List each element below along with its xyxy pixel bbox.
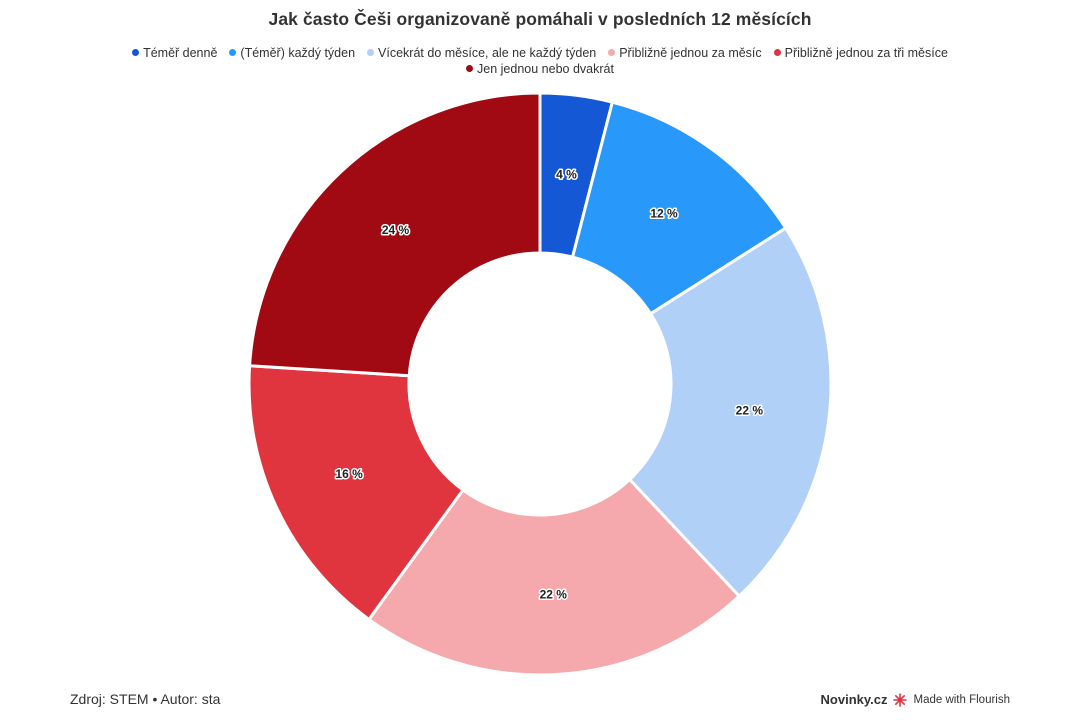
slice-value-label: 22 % <box>736 403 764 417</box>
legend-label: Vícekrát do měsíce, ale ne každý týden <box>378 46 597 60</box>
legend-swatch <box>773 49 781 56</box>
source-credit: Zdroj: STEM • Autor: sta <box>70 691 221 707</box>
slice-value-label: 16 % <box>335 467 363 481</box>
legend-label: Přibližně jednou za měsíc <box>619 46 762 60</box>
donut-slice[interactable] <box>247 364 465 621</box>
chart-title: Jak často Češi organizovaně pomáhali v p… <box>268 9 812 29</box>
legend-swatch <box>367 49 375 56</box>
legend-swatch <box>608 49 616 56</box>
slice-value-label: 22 % <box>540 588 568 602</box>
legend-item[interactable]: Přibližně jednou za tři měsíce <box>773 45 948 61</box>
legend-label: Jen jednou nebo dvakrát <box>477 62 614 76</box>
donut-slice[interactable] <box>367 477 741 677</box>
legend-swatch <box>229 49 237 56</box>
legend-swatch <box>132 49 140 56</box>
donut-slice[interactable] <box>248 91 542 378</box>
legend-label: Přibližně jednou za tři měsíce <box>784 46 948 60</box>
legend-swatch <box>466 65 474 72</box>
footer-branding: Novinky.cz Made with Flourish <box>821 692 1010 707</box>
legend-label: Téměř denně <box>143 46 218 60</box>
slice-value-label: 12 % <box>650 206 678 220</box>
slice-value-label: 4 % <box>556 168 577 182</box>
flourish-logo-icon[interactable] <box>893 692 908 707</box>
legend-item[interactable]: Jen jednou nebo dvakrát <box>466 61 614 77</box>
legend: Téměř denně (Téměř) každý týden Vícekrát d… <box>100 45 980 77</box>
legend-item[interactable]: (Téměř) každý týden <box>229 45 355 61</box>
legend-item[interactable]: Vícekrát do měsíce, ale ne každý týden <box>367 45 596 61</box>
legend-label: (Téměř) každý týden <box>240 46 356 60</box>
slice-value-label: 24 % <box>382 223 410 237</box>
brand-name[interactable]: Novinky.cz <box>820 692 888 707</box>
legend-item[interactable]: Přibližně jednou za měsíc <box>608 45 762 61</box>
donut-slice[interactable] <box>628 226 833 598</box>
made-with-flourish[interactable]: Made with Flourish <box>913 693 1010 706</box>
legend-item[interactable]: Téměř denně <box>132 45 217 61</box>
